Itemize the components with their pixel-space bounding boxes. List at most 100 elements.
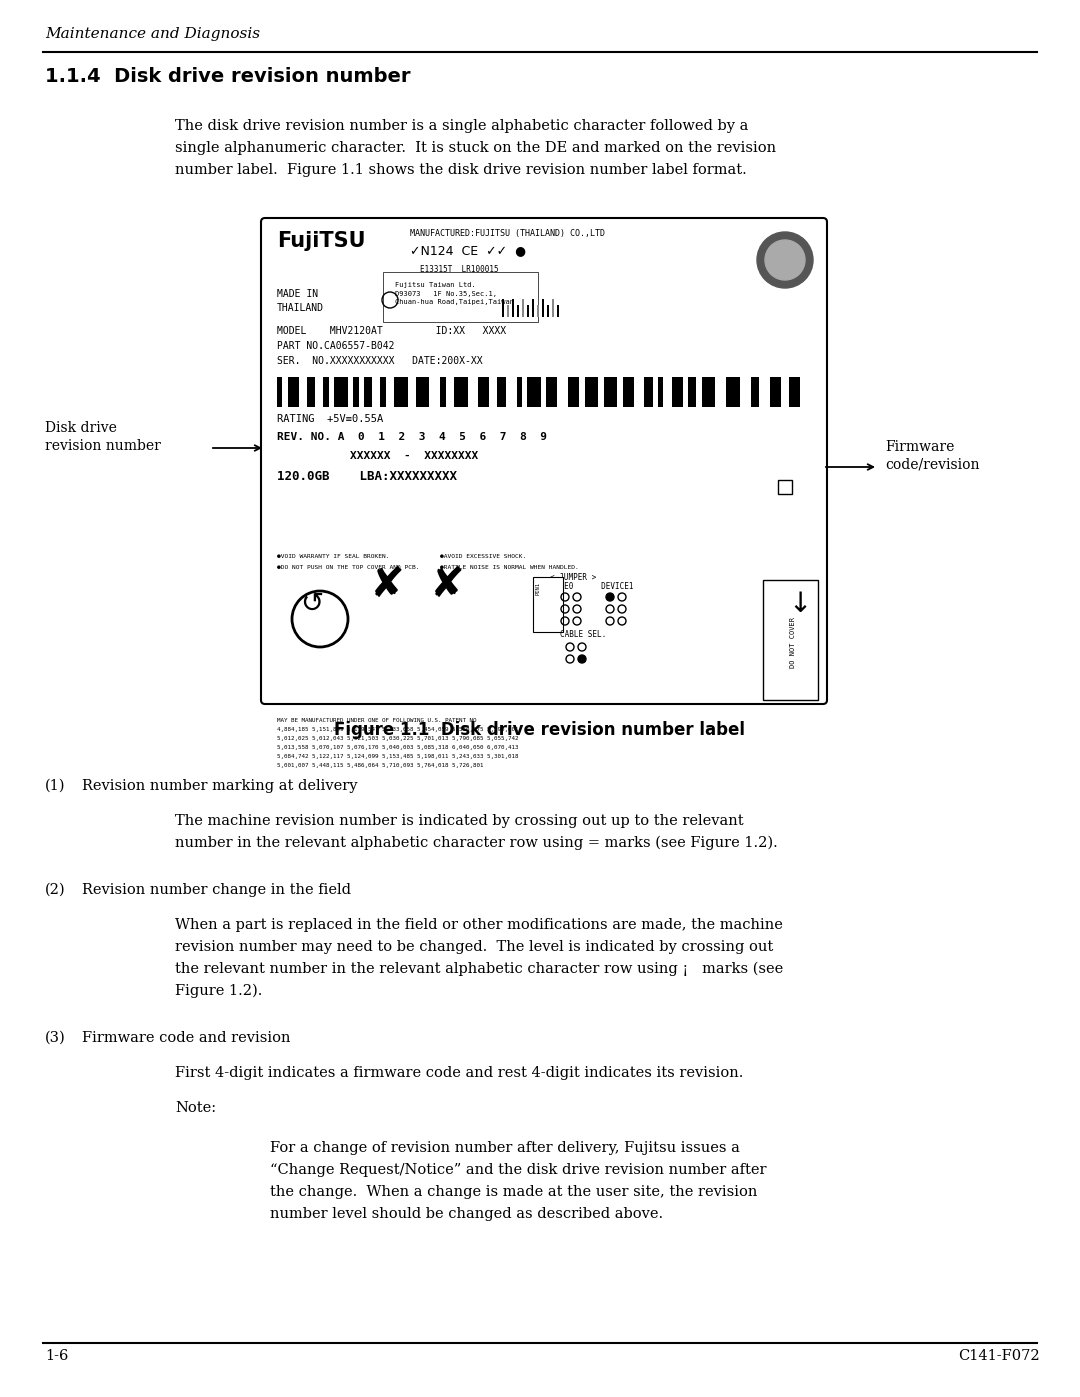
Text: Revision number marking at delivery: Revision number marking at delivery	[82, 780, 357, 793]
Text: 120.0GB    LBA:XXXXXXXXX: 120.0GB LBA:XXXXXXXXX	[276, 469, 457, 483]
Bar	[751, 377, 759, 407]
Text: Fujitsu Taiwan Ltd.: Fujitsu Taiwan Ltd.	[395, 282, 476, 288]
Text: Figure 1.2).: Figure 1.2).	[175, 983, 262, 997]
Text: 5,001,007 5,448,115 5,486,064 5,710,093 5,764,018 5,726,801: 5,001,007 5,448,115 5,486,064 5,710,093 …	[276, 763, 484, 768]
Bar	[348, 377, 353, 407]
Text: “Change Request/Notice” and the disk drive revision number after: “Change Request/Notice” and the disk dri…	[270, 1162, 767, 1178]
Circle shape	[606, 592, 615, 601]
Bar	[328, 377, 334, 407]
Text: Firmware code and revision: Firmware code and revision	[82, 1031, 291, 1045]
Text: PART NO.CA06557-B042: PART NO.CA06557-B042	[276, 341, 394, 351]
Bar	[334, 377, 348, 407]
Text: When a part is replaced in the field or other modifications are made, the machin: When a part is replaced in the field or …	[175, 918, 783, 932]
Text: (2): (2)	[45, 883, 66, 897]
Text: MAY BE MANUFACTURED UNDER ONE OF FOLLOWING U.S. PATENT NO: MAY BE MANUFACTURED UNDER ONE OF FOLLOWI…	[276, 718, 476, 724]
Text: ✘: ✘	[370, 564, 405, 606]
Bar	[546, 305, 549, 317]
Text: number in the relevant alphabetic character row using = marks (see Figure 1.2).: number in the relevant alphabetic charac…	[175, 835, 778, 849]
Bar	[534, 577, 563, 631]
Text: ↓: ↓	[788, 590, 811, 617]
Bar	[537, 305, 539, 317]
Text: Figure 1.1  Disk drive revision number label: Figure 1.1 Disk drive revision number la…	[335, 721, 745, 739]
Text: 5,013,558 5,070,107 5,076,170 5,040,003 5,085,318 6,040,050 6,070,413: 5,013,558 5,070,107 5,076,170 5,040,003 …	[276, 745, 518, 750]
Bar	[516, 377, 522, 407]
Text: First 4-digit indicates a firmware code and rest 4-digit indicates its revision.: First 4-digit indicates a firmware code …	[175, 1066, 743, 1080]
Text: MODEL    MHV2120AT         ID:XX   XXXX: MODEL MHV2120AT ID:XX XXXX	[276, 326, 507, 337]
Text: the relevant number in the relevant alphabetic character row using ¡   marks (se: the relevant number in the relevant alph…	[175, 961, 783, 977]
Bar	[546, 377, 557, 407]
Bar	[697, 377, 702, 407]
Bar	[541, 377, 546, 407]
Bar	[788, 377, 799, 407]
Bar	[579, 377, 584, 407]
Bar	[468, 377, 478, 407]
Bar	[527, 377, 541, 407]
Text: 5,012,025 5,012,043 5,021,503 5,030,225 5,701,013 5,790,085 5,055,742: 5,012,025 5,012,043 5,021,503 5,030,225 …	[276, 736, 518, 740]
Text: CABLE SEL.: CABLE SEL.	[561, 630, 606, 638]
Bar	[552, 299, 554, 317]
Bar	[759, 377, 770, 407]
Bar	[307, 377, 315, 407]
Text: Maintenance and Diagnosis: Maintenance and Diagnosis	[45, 27, 260, 41]
Bar	[407, 377, 416, 407]
Text: 1-6: 1-6	[45, 1350, 68, 1363]
Bar	[557, 377, 568, 407]
Bar	[715, 377, 726, 407]
Text: DEVICE0      DEVICE1: DEVICE0 DEVICE1	[541, 583, 634, 591]
Bar	[364, 377, 373, 407]
Circle shape	[578, 655, 586, 664]
Bar	[359, 377, 364, 407]
Text: ✘: ✘	[430, 564, 464, 606]
Bar	[542, 299, 544, 317]
Bar	[532, 299, 534, 317]
Bar	[502, 299, 504, 317]
Bar	[726, 377, 740, 407]
Bar	[478, 377, 489, 407]
Bar	[604, 377, 617, 407]
Bar	[645, 377, 652, 407]
Text: C141-F072: C141-F072	[958, 1350, 1040, 1363]
Bar	[373, 377, 380, 407]
Text: 1.1.4  Disk drive revision number: 1.1.4 Disk drive revision number	[45, 67, 410, 87]
Text: THAILAND: THAILAND	[276, 303, 324, 313]
Bar	[598, 377, 604, 407]
Bar	[557, 305, 559, 317]
Bar	[299, 377, 307, 407]
Bar	[522, 299, 524, 317]
Bar	[740, 377, 751, 407]
Text: (3): (3)	[45, 1031, 66, 1045]
Bar	[799, 377, 805, 407]
Bar	[288, 377, 299, 407]
Text: number level should be changed as described above.: number level should be changed as descri…	[270, 1207, 663, 1221]
Text: XXXXXX  -  XXXXXXXX: XXXXXX - XXXXXXXX	[350, 451, 478, 461]
Bar	[568, 377, 579, 407]
Bar	[512, 299, 514, 317]
Text: 5,084,742 5,122,117 5,124,099 5,153,485 5,198,011 5,243,033 5,301,018: 5,084,742 5,122,117 5,124,099 5,153,485 …	[276, 754, 518, 759]
Text: E13315T  LR100015: E13315T LR100015	[420, 265, 499, 274]
Text: ●AVOID EXCESSIVE SHOCK.: ●AVOID EXCESSIVE SHOCK.	[440, 555, 526, 559]
Bar	[527, 305, 529, 317]
Text: 4,884,185 5,151,899 5,179,547 5,333,058 5,454,059 5,530,675 5,590,001: 4,884,185 5,151,899 5,179,547 5,333,058 …	[276, 726, 518, 732]
Text: Disk drive: Disk drive	[45, 420, 117, 434]
Text: ✓N124  CE  ✓✓  ●: ✓N124 CE ✓✓ ●	[410, 244, 526, 257]
Text: DO NOT COVER: DO NOT COVER	[789, 616, 796, 668]
Bar	[394, 377, 407, 407]
Text: the change.  When a change is made at the user site, the revision: the change. When a change is made at the…	[270, 1185, 757, 1199]
Text: The disk drive revision number is a single alphabetic character followed by a: The disk drive revision number is a sing…	[175, 119, 748, 133]
Text: ↺: ↺	[300, 590, 323, 617]
Bar	[658, 377, 663, 407]
Bar	[762, 580, 818, 700]
Bar	[507, 305, 509, 317]
Bar	[454, 377, 468, 407]
Text: D93073   1F No.35,Sec.1,: D93073 1F No.35,Sec.1,	[395, 291, 497, 298]
Text: (1): (1)	[45, 780, 66, 793]
Bar	[781, 377, 788, 407]
Bar	[663, 377, 672, 407]
Text: RATING  +5V≡0.55A: RATING +5V≡0.55A	[276, 414, 383, 425]
Bar	[315, 377, 323, 407]
Text: FujiTSU: FujiTSU	[276, 231, 365, 251]
Text: revision number may need to be changed.  The level is indicated by crossing out: revision number may need to be changed. …	[175, 940, 773, 954]
Text: code/revision: code/revision	[885, 458, 980, 472]
Bar	[441, 377, 446, 407]
Text: Note:: Note:	[175, 1101, 216, 1115]
